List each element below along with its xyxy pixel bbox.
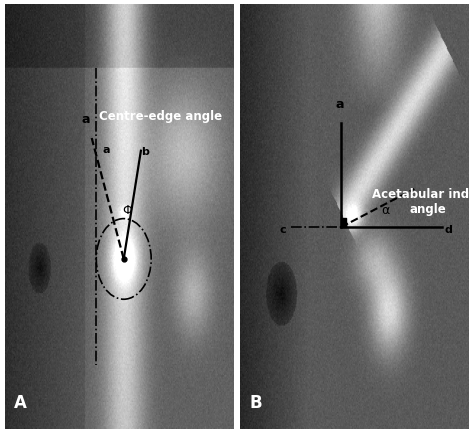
Text: b: b	[142, 147, 149, 157]
Text: Φ: Φ	[122, 204, 132, 216]
Bar	[341, 218, 346, 227]
Text: A: A	[14, 394, 27, 412]
Text: α: α	[382, 204, 390, 217]
Text: Acetabular index
angle: Acetabular index angle	[372, 187, 474, 216]
Text: d: d	[445, 225, 453, 235]
Text: a: a	[82, 113, 90, 126]
Text: B: B	[250, 394, 262, 412]
Text: Centre-edge angle: Centre-edge angle	[99, 110, 222, 123]
Text: a: a	[103, 145, 110, 155]
Text: c: c	[280, 225, 286, 235]
Text: a: a	[336, 98, 344, 111]
